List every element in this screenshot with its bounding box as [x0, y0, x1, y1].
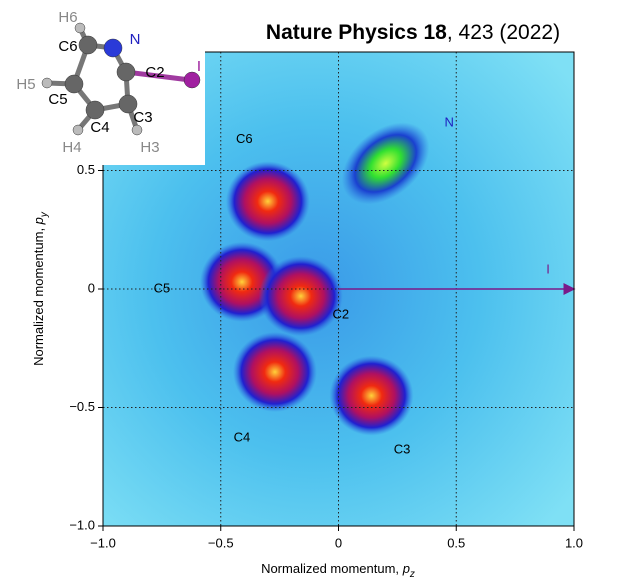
peak-label: C6	[236, 131, 253, 146]
title: Nature Physics 18, 423 (2022)	[266, 21, 560, 44]
atom-label: C3	[133, 109, 152, 126]
plot: N C6 C5 C2 C4 C3 I	[103, 52, 576, 526]
peak-label: C3	[394, 442, 411, 457]
y-axis-label: Normalized momentum, py	[31, 211, 49, 366]
atom	[118, 94, 138, 114]
atom	[116, 62, 136, 82]
density-peak	[258, 256, 343, 337]
y-tick-label: 0.5	[77, 162, 95, 177]
atom-label: N	[130, 31, 141, 48]
atom-label: H4	[62, 139, 81, 156]
atom	[41, 77, 53, 89]
atom	[64, 74, 84, 94]
atom-label: C4	[90, 119, 109, 136]
y-tick-label: −1.0	[69, 517, 95, 532]
peak-label: C2	[333, 307, 350, 322]
density-peak	[225, 161, 310, 242]
peak-label: C4	[234, 430, 251, 445]
title-bold: Nature Physics 18	[266, 21, 447, 44]
peak-label: C5	[154, 280, 171, 295]
atom-label: I	[197, 58, 201, 75]
x-tick-label: 0.5	[447, 535, 465, 550]
x-tick-label: 1.0	[565, 535, 583, 550]
atom-label: C5	[48, 91, 67, 108]
atom	[78, 35, 98, 55]
atom-label: H3	[140, 139, 159, 156]
atom	[74, 22, 86, 34]
x-tick-label: −0.5	[208, 535, 234, 550]
atom	[131, 124, 143, 136]
atom-label: H6	[58, 9, 77, 26]
x-axis-label: Normalized momentum, pz	[261, 561, 415, 579]
atom	[103, 38, 123, 58]
x-label-symbol: p	[402, 561, 410, 576]
y-label-text: Normalized momentum,	[31, 228, 46, 366]
atom-label: C6	[58, 38, 77, 55]
y-label-subscript: y	[39, 211, 50, 218]
atom-label: C2	[145, 64, 164, 81]
inset-molecule: H6 C6 NC2 I H5 C5 C4 C3 H4 H3	[16, 9, 201, 156]
atom	[72, 124, 84, 136]
x-tick-label: 0	[335, 535, 342, 550]
peak-label: N	[444, 115, 453, 130]
ion-label: I	[546, 261, 550, 276]
inset-background	[0, 0, 205, 165]
x-label-text: Normalized momentum,	[261, 561, 399, 576]
atom-label: H5	[16, 76, 35, 93]
y-tick-label: 0	[88, 280, 95, 295]
density-peak	[329, 355, 414, 436]
x-label-subscript: z	[409, 569, 415, 580]
density-peak	[341, 122, 430, 205]
density-peak	[232, 331, 317, 412]
x-tick-label: −1.0	[90, 535, 116, 550]
title-rest: , 423 (2022)	[447, 21, 560, 44]
y-tick-label: −0.5	[69, 399, 95, 414]
y-label-symbol: p	[31, 217, 46, 225]
atom	[183, 71, 201, 89]
atom	[85, 100, 105, 120]
